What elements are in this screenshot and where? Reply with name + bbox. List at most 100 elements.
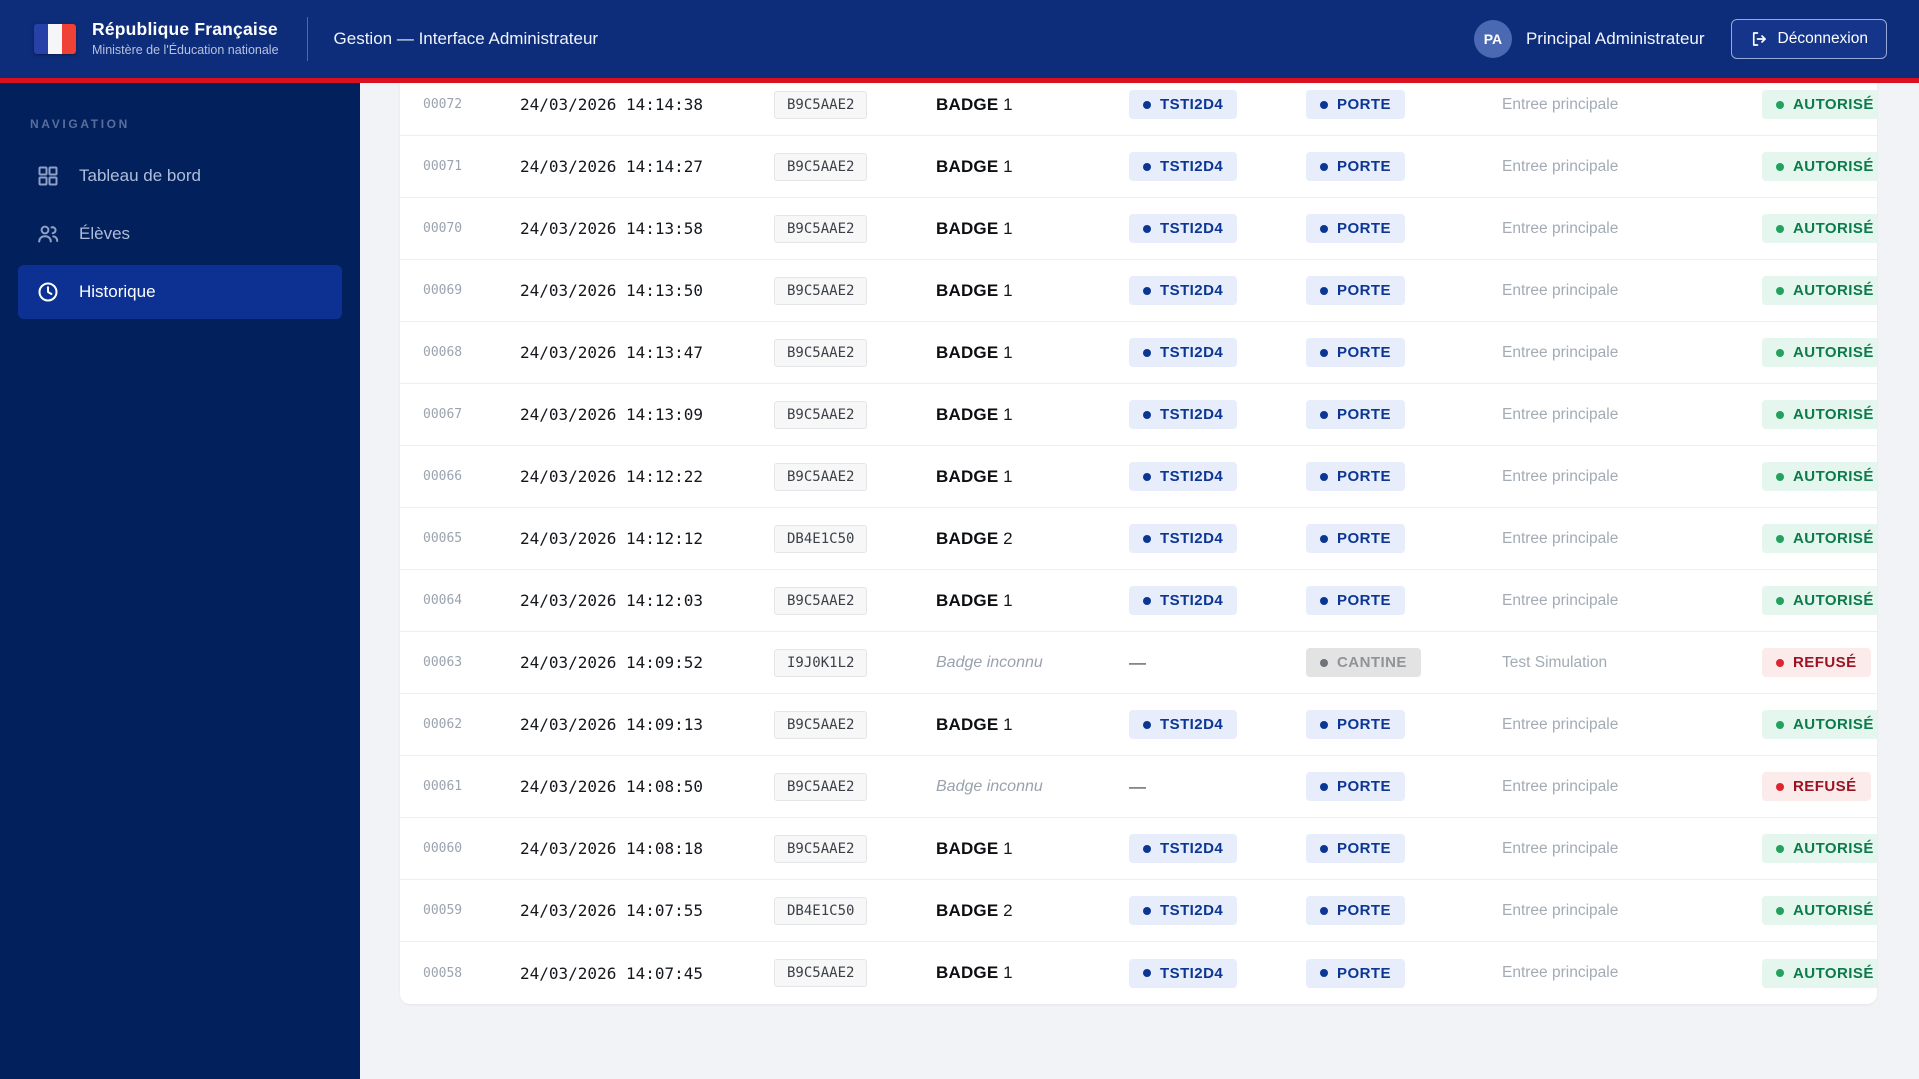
table-row: 00065 24/03/2026 14:12:12 DB4E1C50 BADGE…: [400, 508, 1877, 570]
event-id: 00061: [423, 779, 463, 794]
badge-name-rest: 1: [998, 466, 1013, 486]
badge-name-rest: 1: [998, 218, 1013, 238]
class-tag: TSTI2D4: [1129, 338, 1238, 367]
tag-dot-icon: [1320, 596, 1328, 605]
status-dot-icon: [1776, 534, 1784, 543]
tag-dot-icon: [1320, 100, 1328, 109]
tag-dot-icon: [1320, 534, 1328, 543]
event-id: 00063: [423, 655, 463, 670]
status-dot-icon: [1776, 782, 1784, 791]
dashboard-grid-icon: [36, 164, 60, 188]
location-detail: Entree principale: [1502, 157, 1619, 175]
table-row: 00061 24/03/2026 14:08:50 B9C5AAE2 Badge…: [400, 756, 1877, 818]
table-row: 00063 24/03/2026 14:09:52 I9J0K1L2 Badge…: [400, 632, 1877, 694]
status-badge: AUTORISÉ: [1762, 214, 1877, 243]
event-id: 00064: [423, 593, 463, 608]
event-timestamp: 24/03/2026 14:07:55: [520, 901, 704, 920]
sidebar-item-label: Historique: [79, 282, 156, 301]
status-badge: AUTORISÉ: [1762, 338, 1877, 367]
badge-name-bold: BADGE: [936, 714, 999, 734]
badge-name: BADGE 1: [936, 281, 1129, 301]
badge-name: Badge inconnu: [936, 778, 1129, 796]
location-tag: PORTE: [1306, 152, 1405, 181]
status-dot-icon: [1776, 969, 1784, 977]
sidebar-item-historique[interactable]: Historique: [18, 265, 342, 319]
location-tag: PORTE: [1306, 338, 1405, 367]
badge-code: B9C5AAE2: [774, 214, 868, 243]
status-dot-icon: [1776, 410, 1784, 419]
event-id: 00059: [423, 903, 463, 918]
location-detail: Entree principale: [1502, 95, 1619, 113]
location-tag: PORTE: [1306, 462, 1405, 491]
badge-name-bold: BADGE: [936, 963, 999, 982]
badge-name-bold: BADGE: [936, 94, 999, 114]
event-timestamp: 24/03/2026 14:13:58: [520, 219, 704, 238]
status-badge: REFUSÉ: [1762, 772, 1871, 801]
tag-dot-icon: [1143, 100, 1151, 109]
sidebar-item-label: Tableau de bord: [79, 166, 201, 185]
badge-name: BADGE 1: [936, 405, 1129, 425]
status-badge: AUTORISÉ: [1762, 834, 1877, 863]
event-timestamp: 24/03/2026 14:12:22: [520, 467, 704, 486]
status-badge: REFUSÉ: [1762, 648, 1871, 677]
location-detail: Entree principale: [1502, 467, 1619, 485]
badge-name: BADGE 2: [936, 901, 1129, 921]
tag-dot-icon: [1143, 534, 1151, 543]
badge-name-bold: BADGE: [936, 156, 999, 176]
brand-block: République Française Ministère de l'Éduc…: [92, 19, 279, 59]
badge-name-bold: BADGE: [936, 900, 999, 920]
location-detail: Entree principale: [1502, 901, 1619, 919]
badge-code: B9C5AAE2: [774, 338, 868, 367]
class-tag: TSTI2D4: [1129, 524, 1238, 553]
badge-name-bold: BADGE: [936, 404, 999, 424]
badge-name: BADGE 1: [936, 963, 1129, 983]
badge-code: B9C5AAE2: [774, 834, 868, 863]
table-row: 00072 24/03/2026 14:14:38 B9C5AAE2 BADGE…: [400, 83, 1877, 136]
badge-name-rest: 2: [998, 528, 1013, 548]
header-divider: [306, 17, 308, 61]
status-dot-icon: [1776, 596, 1784, 605]
tag-dot-icon: [1320, 782, 1328, 791]
badge-code: I9J0K1L2: [774, 648, 868, 677]
badge-code: B9C5AAE2: [774, 462, 868, 491]
status-badge: AUTORISÉ: [1762, 958, 1877, 988]
tag-dot-icon: [1320, 348, 1328, 357]
empty-class-dash: —: [1129, 652, 1146, 672]
badge-code: B9C5AAE2: [774, 400, 868, 429]
history-scroll-area[interactable]: 00072 24/03/2026 14:14:38 B9C5AAE2 BADGE…: [360, 83, 1919, 1079]
event-timestamp: 24/03/2026 14:08:18: [520, 839, 704, 858]
class-tag: TSTI2D4: [1129, 710, 1238, 739]
status-dot-icon: [1776, 472, 1784, 481]
badge-name-bold: BADGE: [936, 528, 999, 548]
badge-name-rest: 2: [998, 900, 1013, 920]
sidebar-item-tableau-de-bord[interactable]: Tableau de bord: [18, 149, 342, 203]
class-tag: TSTI2D4: [1129, 958, 1238, 988]
brand-title: République Française: [92, 19, 278, 40]
tag-dot-icon: [1320, 906, 1328, 915]
empty-class-dash: —: [1129, 776, 1146, 796]
location-tag: PORTE: [1306, 524, 1405, 553]
app-header: République Française Ministère de l'Éduc…: [0, 0, 1919, 78]
status-dot-icon: [1776, 100, 1784, 109]
event-id: 00071: [423, 159, 463, 174]
user-name: Principal Administrateur: [1525, 29, 1705, 48]
location-detail: Entree principale: [1502, 715, 1619, 733]
class-tag: TSTI2D4: [1129, 462, 1238, 491]
class-tag: TSTI2D4: [1129, 214, 1238, 243]
badge-name-bold: BADGE: [936, 590, 999, 610]
location-tag: PORTE: [1306, 400, 1405, 429]
location-detail: Test Simulation: [1502, 653, 1608, 671]
tag-dot-icon: [1143, 224, 1151, 233]
badge-code: DB4E1C50: [774, 524, 868, 553]
table-row: 00071 24/03/2026 14:14:27 B9C5AAE2 BADGE…: [400, 136, 1877, 198]
logout-icon: [1750, 30, 1768, 48]
event-timestamp: 24/03/2026 14:09:13: [520, 715, 704, 734]
sidebar-item-eleves[interactable]: Élèves: [18, 207, 342, 261]
tag-dot-icon: [1143, 348, 1151, 357]
sidebar-item-label: Élèves: [79, 224, 131, 243]
logout-button[interactable]: Déconnexion: [1730, 19, 1887, 59]
tag-dot-icon: [1320, 720, 1328, 729]
badge-name-rest: 1: [998, 94, 1013, 114]
badge-name-rest: 1: [998, 963, 1013, 982]
badge-name-bold: BADGE: [936, 838, 999, 858]
